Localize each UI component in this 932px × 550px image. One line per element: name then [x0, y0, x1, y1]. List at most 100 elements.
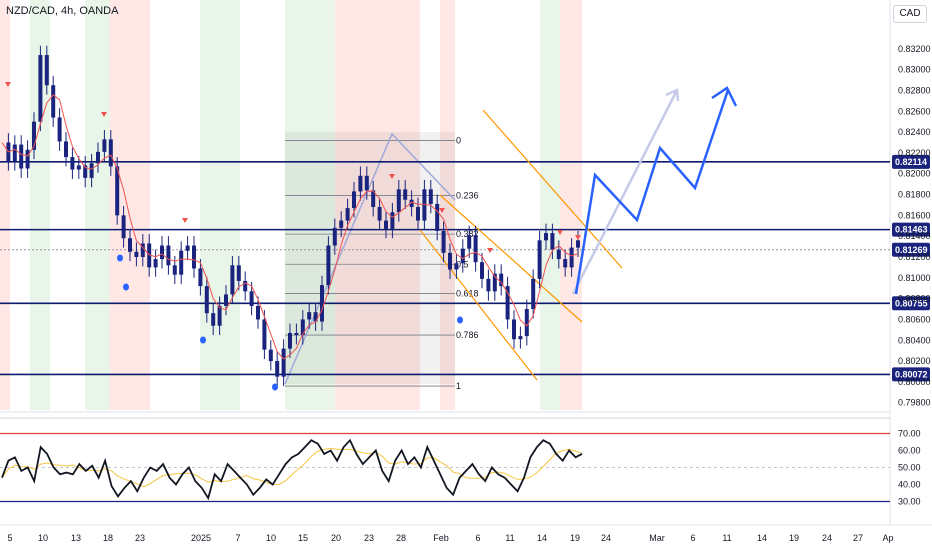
horizontal-levels[interactable]: 0.82114 0.81463 0.81269 0.80755 0.80072 [0, 154, 930, 382]
date-tick-label: 23 [364, 533, 374, 543]
candle-body [25, 149, 30, 169]
level-badge-label: 0.81269 [895, 245, 928, 255]
candle-body [512, 319, 516, 340]
symbol-title[interactable]: NZD/CAD, 4h, OANDA [6, 5, 119, 17]
candle-body [83, 165, 88, 178]
fib-level-label: 0.618 [456, 288, 479, 298]
zone-bear [0, 0, 10, 410]
date-tick-label: 7 [235, 533, 240, 543]
level-badge [892, 296, 930, 311]
candle-body [358, 175, 363, 192]
date-tick-label: Mar [649, 533, 665, 543]
date-tick-label: 20 [331, 533, 341, 543]
candle-body [243, 280, 248, 292]
candle-body [544, 233, 548, 241]
zone-bull [200, 0, 240, 410]
price-axis[interactable]: 0.83200 0.83000 0.82800 0.82600 0.82400 0.822… [898, 44, 931, 408]
candle-body [524, 309, 529, 337]
price-tick-label: 0.80200 [898, 356, 931, 366]
sell-triangle-marker [439, 208, 445, 213]
candle-body [70, 157, 75, 170]
price-tick-label: 0.81000 [898, 273, 931, 283]
rsi-tick-label: 40.00 [898, 480, 921, 490]
candle-body [531, 278, 536, 310]
candle-body [256, 305, 260, 320]
zone-bear [335, 0, 400, 410]
candle-body [313, 312, 318, 322]
currency-button[interactable]: CAD [893, 5, 927, 23]
price-tick-label: 0.81400 [898, 231, 931, 241]
candle-body [492, 273, 497, 292]
candle-body [96, 151, 100, 164]
sell-triangle-marker [575, 235, 581, 240]
candle-body [390, 212, 395, 229]
candle-body [134, 251, 139, 257]
price-tick-label: 0.79800 [898, 398, 931, 408]
channel-mid-line[interactable] [439, 194, 583, 323]
sell-triangle-marker [182, 218, 188, 223]
candle-body [486, 278, 491, 292]
level-badge [892, 154, 930, 169]
candle-body [428, 189, 433, 204]
rsi-tick-label: 70.00 [898, 429, 921, 439]
candle-body [121, 215, 126, 239]
date-tick-label: 19 [789, 533, 799, 543]
fib-level-label: 0.5 [456, 259, 469, 269]
date-tick-label: 6 [690, 533, 695, 543]
candle-body [102, 139, 107, 152]
channel-lower-line[interactable] [419, 229, 538, 381]
time-axis[interactable]: 5 10 13 18 23 2025 7 10 15 20 23 28 Feb 6 11 14 19 24 Mar 6… [0, 524, 932, 543]
candle-body [172, 265, 177, 275]
level-badge-label: 0.82114 [895, 157, 927, 167]
level-badge [892, 367, 930, 382]
candle-body [550, 233, 555, 250]
date-tick-label: 18 [103, 533, 113, 543]
candle-body [160, 245, 164, 260]
date-tick-label: 11 [722, 533, 731, 543]
candle-body [166, 245, 171, 266]
rsi-pane: 70.00 60.00 50.00 40.00 30.00 [0, 429, 921, 507]
date-tick-label: 24 [601, 533, 611, 543]
price-tick-label: 0.82800 [898, 85, 931, 95]
level-badge [892, 242, 930, 257]
candle-body [128, 238, 132, 252]
buy-dot-marker [117, 254, 123, 262]
candle-body [556, 249, 561, 260]
fib-level-label: 0 [456, 135, 461, 145]
candle-body [185, 245, 190, 251]
level-badge-label: 0.80072 [895, 369, 928, 379]
date-tick-label: 28 [396, 533, 406, 543]
price-tick-label: 0.82000 [898, 169, 931, 179]
candle-body [518, 336, 523, 340]
candle-body [249, 291, 254, 306]
sell-triangle-marker [5, 82, 11, 87]
level-badge-label: 0.81463 [895, 225, 928, 235]
zone-bull [85, 0, 110, 410]
projection-blue-path[interactable] [574, 89, 730, 295]
candle-body [364, 175, 369, 191]
candle-body [467, 235, 472, 249]
projection-gray-path[interactable] [571, 91, 678, 295]
projection-paths[interactable] [571, 86, 738, 295]
candle-body [377, 207, 382, 221]
candle-body [204, 286, 209, 314]
candle-body [12, 144, 17, 162]
candle-body [300, 319, 305, 336]
candle-body [294, 332, 299, 336]
price-tick-label: 0.82200 [898, 148, 931, 158]
candle-body [147, 243, 152, 268]
date-tick-label: 10 [266, 533, 276, 543]
candle-body [236, 265, 241, 281]
price-tick-label: 0.81200 [898, 252, 931, 262]
date-tick-label: 14 [537, 533, 547, 543]
candle-body [275, 361, 280, 377]
date-tick-label: 15 [298, 533, 308, 543]
fib-level-label: 1 [456, 381, 461, 391]
sell-triangle-marker [487, 248, 493, 253]
candle-body [563, 259, 568, 268]
candle-body [384, 220, 388, 229]
sell-triangle-marker [557, 230, 563, 235]
price-tick-label: 0.82600 [898, 106, 931, 116]
fib-range-box [285, 132, 455, 384]
